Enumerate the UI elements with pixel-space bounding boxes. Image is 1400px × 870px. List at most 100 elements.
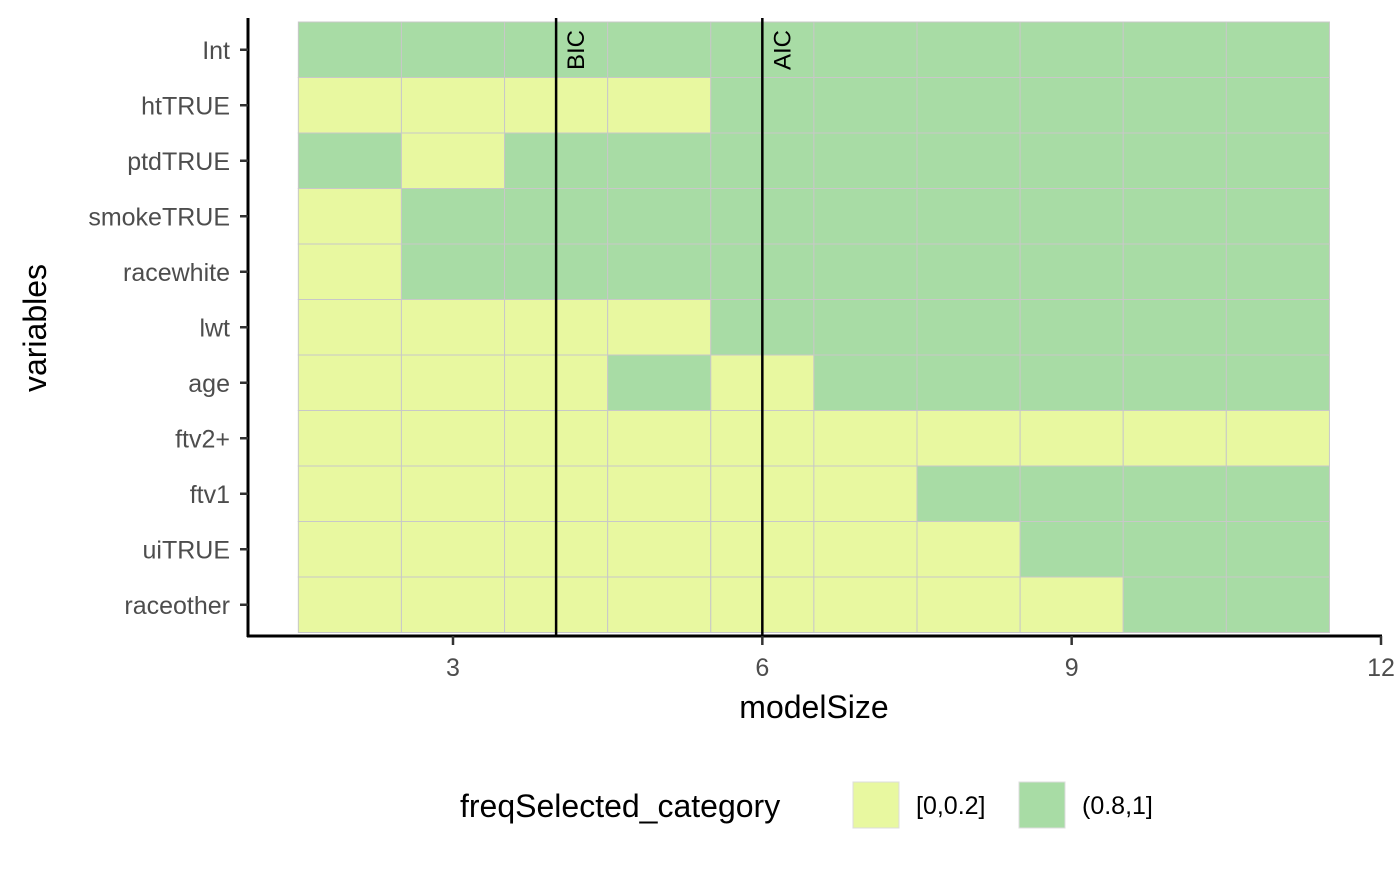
- legend-label: [0,0.2]: [916, 792, 986, 820]
- heatmap-cell: [1019, 354, 1124, 411]
- heatmap-cell: [400, 188, 506, 245]
- heatmap-cells: [297, 21, 1330, 633]
- heatmap-cell: [1122, 243, 1227, 300]
- y-tick-label: Int: [202, 37, 230, 65]
- heatmap-cell: [607, 354, 712, 411]
- y-tick-label: uiTRUE: [142, 536, 230, 564]
- heatmap-cell: [1122, 521, 1227, 578]
- x-ticks: 3 6 9 12: [446, 636, 1395, 682]
- heatmap-cell: [607, 188, 712, 245]
- y-tick-label: ptdTRUE: [127, 148, 230, 176]
- reference-line-label: AIC: [769, 30, 796, 70]
- heatmap-cell: [1019, 188, 1124, 245]
- heatmap-cell: [1122, 576, 1227, 633]
- heatmap-cell: [916, 243, 1021, 300]
- heatmap-cell: [607, 465, 712, 522]
- heatmap-cell: [1019, 299, 1124, 356]
- heatmap-cell: [916, 188, 1021, 245]
- x-axis-title: modelSize: [739, 689, 888, 725]
- heatmap-cell: [400, 354, 506, 411]
- heatmap-cell: [813, 243, 918, 300]
- reference-lines: BIC AIC: [554, 18, 796, 636]
- heatmap-cell: [1122, 465, 1227, 522]
- x-tick-label: 9: [1065, 654, 1079, 682]
- heatmap-cell: [1122, 299, 1227, 356]
- heatmap-cell: [400, 132, 506, 189]
- heatmap-cell: [1225, 299, 1330, 356]
- x-tick-label: 12: [1367, 654, 1395, 682]
- heatmap-cell: [1122, 77, 1227, 134]
- heatmap-cell: [916, 576, 1021, 633]
- heatmap-cell: [813, 576, 918, 633]
- heatmap-cell: [400, 77, 506, 134]
- heatmap-cell: [813, 354, 918, 411]
- legend-key: [1018, 781, 1066, 829]
- heatmap-cell: [607, 21, 712, 78]
- heatmap-cell: [916, 465, 1021, 522]
- heatmap-cell: [297, 410, 402, 467]
- heatmap-cell: [297, 521, 402, 578]
- heatmap-cell: [1122, 21, 1227, 78]
- heatmap-cell: [400, 21, 506, 78]
- heatmap-cell: [1225, 77, 1330, 134]
- heatmap-cell: [297, 576, 402, 633]
- heatmap-cell: [297, 188, 402, 245]
- heatmap-cell: [400, 243, 506, 300]
- heatmap-cell: [916, 21, 1021, 78]
- heatmap-cell: [916, 299, 1021, 356]
- heatmap-cell: [297, 132, 402, 189]
- y-ticks: Int htTRUE ptdTRUE smokeTRUE racewhite lwt age…: [88, 37, 248, 620]
- heatmap-cell: [1122, 132, 1227, 189]
- heatmap-cell: [400, 465, 506, 522]
- heatmap-cell: [607, 299, 712, 356]
- heatmap-cell: [1225, 354, 1330, 411]
- x-tick-label: 6: [755, 654, 769, 682]
- heatmap-cell: [916, 77, 1021, 134]
- heatmap-cell: [607, 132, 712, 189]
- heatmap-cell: [1019, 576, 1124, 633]
- heatmap-cell: [297, 354, 402, 411]
- heatmap-cell: [1019, 243, 1124, 300]
- heatmap-cell: [1019, 465, 1124, 522]
- legend-title: freqSelected_category: [460, 788, 780, 824]
- heatmap-cell: [1225, 410, 1330, 467]
- heatmap-cell: [916, 521, 1021, 578]
- reference-line-label: BIC: [563, 30, 590, 70]
- y-axis-title: variables: [17, 264, 53, 392]
- heatmap-cell: [1019, 521, 1124, 578]
- y-tick-label: htTRUE: [141, 92, 230, 120]
- heatmap-cell: [297, 243, 402, 300]
- heatmap-cell: [1019, 132, 1124, 189]
- heatmap-cell: [813, 77, 918, 134]
- heatmap-cell: [1019, 21, 1124, 78]
- heatmap-cell: [607, 576, 712, 633]
- y-tick-label: racewhite: [123, 259, 230, 287]
- heatmap-cell: [297, 21, 402, 78]
- heatmap-cell: [1019, 410, 1124, 467]
- heatmap-cell: [1225, 576, 1330, 633]
- heatmap-cell: [1225, 132, 1330, 189]
- heatmap-cell: [916, 354, 1021, 411]
- legend-label: (0.8,1]: [1082, 792, 1153, 820]
- heatmap-cell: [400, 521, 506, 578]
- heatmap-cell: [400, 410, 506, 467]
- heatmap-cell: [813, 188, 918, 245]
- heatmap-cell: [297, 299, 402, 356]
- y-tick-label: smokeTRUE: [88, 203, 230, 231]
- heatmap-cell: [607, 521, 712, 578]
- heatmap-cell: [1019, 77, 1124, 134]
- heatmap-cell: [297, 77, 402, 134]
- y-tick-label: lwt: [199, 314, 230, 342]
- heatmap-cell: [813, 521, 918, 578]
- heatmap-cell: [1122, 410, 1227, 467]
- heatmap-cell: [607, 243, 712, 300]
- heatmap-cell: [297, 465, 402, 522]
- heatmap-cell: [1225, 21, 1330, 78]
- heatmap-cell: [607, 77, 712, 134]
- heatmap-cell: [607, 410, 712, 467]
- heatmap-cell: [1225, 465, 1330, 522]
- heatmap-cell: [813, 299, 918, 356]
- y-tick-label: age: [188, 370, 230, 398]
